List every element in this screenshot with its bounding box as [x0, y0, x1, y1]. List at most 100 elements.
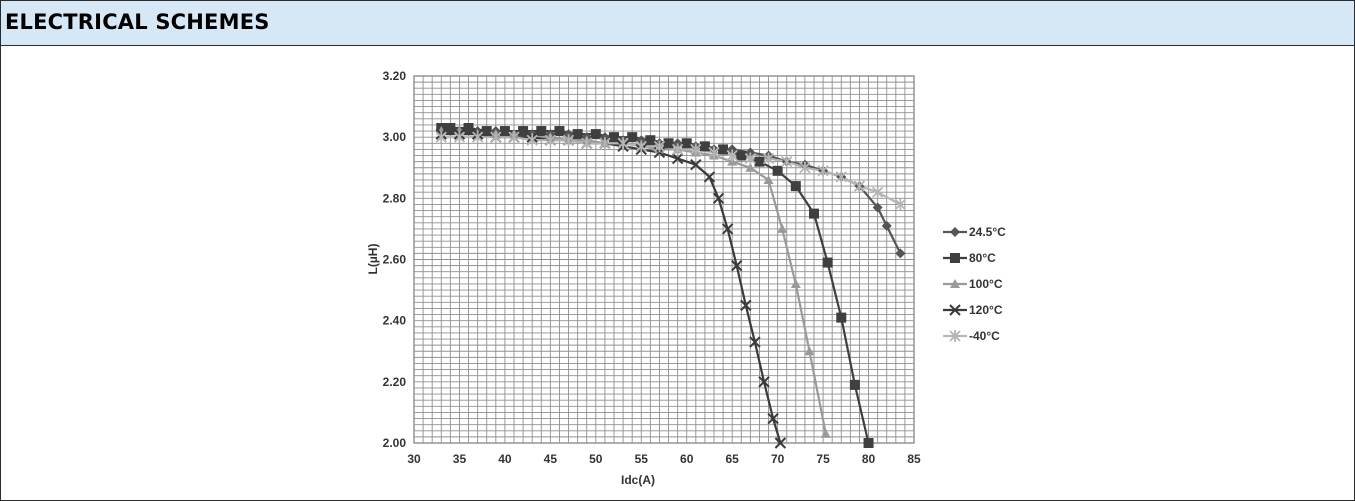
data-point--40c [453, 131, 466, 144]
x-tick-label: 40 [498, 452, 512, 466]
data-point-80c [699, 141, 710, 152]
legend-label: 80°C [969, 251, 996, 265]
data-point--40c [726, 149, 738, 162]
legend-marker [950, 227, 960, 237]
data-point--40c [799, 161, 811, 174]
data-point-24-5c [881, 220, 892, 231]
data-point-120c [758, 376, 770, 388]
section-header: ELECTRICAL SCHEMES [1, 1, 1354, 46]
x-tick-label: 30 [407, 452, 421, 466]
marker-stroke [703, 171, 716, 183]
data-point--40c [744, 152, 757, 165]
data-point-100c [745, 162, 756, 172]
x-tick-label: 60 [680, 452, 694, 466]
data-point-120c [703, 171, 716, 183]
x-tick-label: 65 [726, 452, 740, 466]
data-point-80c [645, 135, 656, 146]
data-point-120c [712, 192, 725, 205]
data-point--40c [762, 152, 775, 165]
data-point--40c [894, 198, 907, 211]
legend-label: 120°C [969, 303, 1003, 317]
marker-stroke [749, 336, 761, 348]
legend-item--40c: -40°C [943, 329, 1000, 343]
data-point--40c [562, 134, 575, 147]
legend-marker [949, 330, 961, 342]
data-point--40c [526, 134, 538, 147]
data-point--40c [671, 143, 684, 156]
data-point--40c [435, 131, 447, 144]
data-point-80c [863, 438, 874, 448]
x-tick-label: 85 [907, 452, 921, 466]
section-title: ELECTRICAL SCHEMES [5, 10, 270, 34]
data-point-80c [590, 129, 601, 140]
data-point-80c [809, 208, 819, 219]
data-point-120c [721, 223, 734, 235]
x-tick-label: 80 [862, 452, 876, 466]
data-point--40c [490, 131, 502, 144]
y-tick-label: 2.40 [383, 314, 407, 328]
data-point-120c [671, 152, 684, 165]
marker-stroke [767, 412, 779, 425]
data-point-80c [681, 138, 692, 149]
data-point-80c [627, 132, 638, 143]
data-point-80c [822, 257, 833, 268]
data-point--40c [871, 186, 884, 199]
data-point-100c [777, 223, 788, 233]
marker-stroke [721, 223, 734, 235]
data-point--40c [817, 164, 829, 177]
marker-stroke [949, 304, 961, 316]
x-tick-label: 35 [453, 452, 467, 466]
data-point--40c [544, 134, 557, 147]
y-tick-label: 2.80 [383, 191, 407, 205]
data-point-80c [736, 150, 747, 161]
data-point-80c [445, 122, 456, 133]
legend-label: -40°C [969, 329, 1000, 343]
legend-item-80c: 80°C [943, 251, 996, 265]
data-point-120c [767, 412, 779, 425]
data-point-80c [718, 144, 729, 155]
x-tick-label: 70 [771, 452, 785, 466]
data-point--40c [835, 170, 847, 183]
y-tick-label: 2.00 [383, 436, 407, 450]
data-point-120c [749, 336, 761, 348]
data-point--40c [708, 146, 720, 159]
y-tick-label: 2.60 [383, 253, 407, 267]
data-point--40c [853, 180, 866, 193]
x-tick-label: 55 [635, 452, 649, 466]
data-point-80c [572, 129, 583, 140]
data-point-80c [663, 138, 674, 149]
data-point--40c [635, 140, 647, 153]
legend-item-120c: 120°C [943, 303, 1003, 317]
data-point-100c [820, 428, 831, 438]
data-point-80c [836, 312, 847, 323]
legend-marker [949, 304, 961, 316]
data-point-100c [763, 174, 774, 184]
data-point-80c [609, 132, 619, 143]
legend-label: 100°C [969, 277, 1003, 291]
data-point-100c [790, 278, 801, 288]
data-point-120c [774, 437, 787, 449]
x-tick-label: 75 [816, 452, 830, 466]
data-point--40c [471, 131, 484, 144]
legend-marker [950, 279, 960, 288]
data-point--40c [781, 155, 793, 168]
data-point-80c [790, 181, 801, 192]
marker-stroke [774, 437, 787, 449]
data-point-80c [518, 126, 529, 137]
y-tick-label: 2.20 [383, 375, 407, 389]
marker-stroke [740, 299, 752, 312]
data-point-24-5c [895, 248, 906, 259]
chart-legend: 24.5°C 80°C 100°C 120°C -40°C [943, 225, 1006, 343]
marker-stroke [671, 152, 684, 165]
data-point-120c [740, 299, 752, 312]
data-point--40c [581, 137, 593, 150]
y-tick-label: 3.20 [383, 69, 407, 83]
legend-label: 24.5°C [969, 225, 1006, 239]
x-tick-label: 45 [544, 452, 558, 466]
legend-item-100c: 100°C [943, 277, 1003, 291]
chart-series-markers [435, 122, 907, 449]
legend-item-24-5c: 24.5°C [943, 225, 1006, 239]
marker-stroke [758, 376, 770, 388]
